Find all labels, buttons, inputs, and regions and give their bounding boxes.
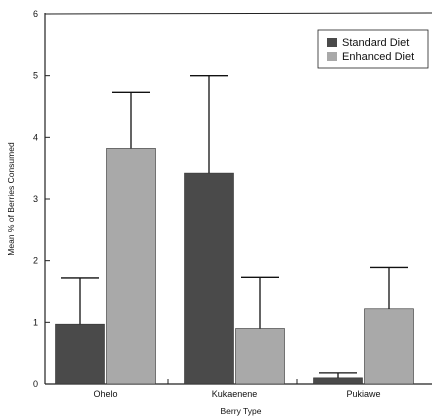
legend-label-standard-diet: Standard Diet	[342, 37, 409, 49]
y-axis-title: Mean % of Berries Consumed	[6, 142, 16, 256]
y-tick-label: 1	[33, 317, 38, 327]
legend: Standard Diet Enhanced Diet	[317, 29, 429, 69]
y-tick-label: 4	[33, 132, 38, 142]
y-tick-label: 0	[33, 379, 38, 389]
legend-swatch-standard-diet	[327, 38, 337, 47]
legend-swatch-enhanced-diet	[327, 52, 337, 61]
x-axis-title: Berry Type	[221, 406, 262, 416]
bar-standard-diet-kukaenene	[184, 172, 234, 385]
bar-enhanced-diet-ohelo	[106, 148, 156, 385]
y-tick-label: 5	[33, 71, 38, 81]
x-tick-label: Pukiawe	[346, 389, 380, 399]
y-tick-label: 3	[33, 194, 38, 204]
bar-standard-diet-pukiawe	[313, 377, 363, 385]
y-axis-ticks: 0 1 2 3 4 5 6	[33, 9, 50, 389]
x-axis-ticks: Ohelo Kukaenene Pukiawe	[93, 379, 381, 399]
bar-enhanced-diet-kukaenene	[235, 328, 285, 385]
legend-label-enhanced-diet: Enhanced Diet	[342, 51, 414, 63]
legend-box	[317, 29, 429, 69]
x-tick-label: Ohelo	[93, 389, 117, 399]
error-bars-group	[61, 75, 408, 378]
y-tick-label: 2	[33, 256, 38, 266]
y-tick-label: 6	[33, 9, 38, 19]
x-tick-label: Kukaenene	[212, 389, 258, 399]
bars-group	[55, 148, 414, 385]
bar-standard-diet-ohelo	[55, 323, 105, 385]
bar-enhanced-diet-pukiawe	[364, 308, 414, 385]
top-border-line	[44, 12, 433, 15]
